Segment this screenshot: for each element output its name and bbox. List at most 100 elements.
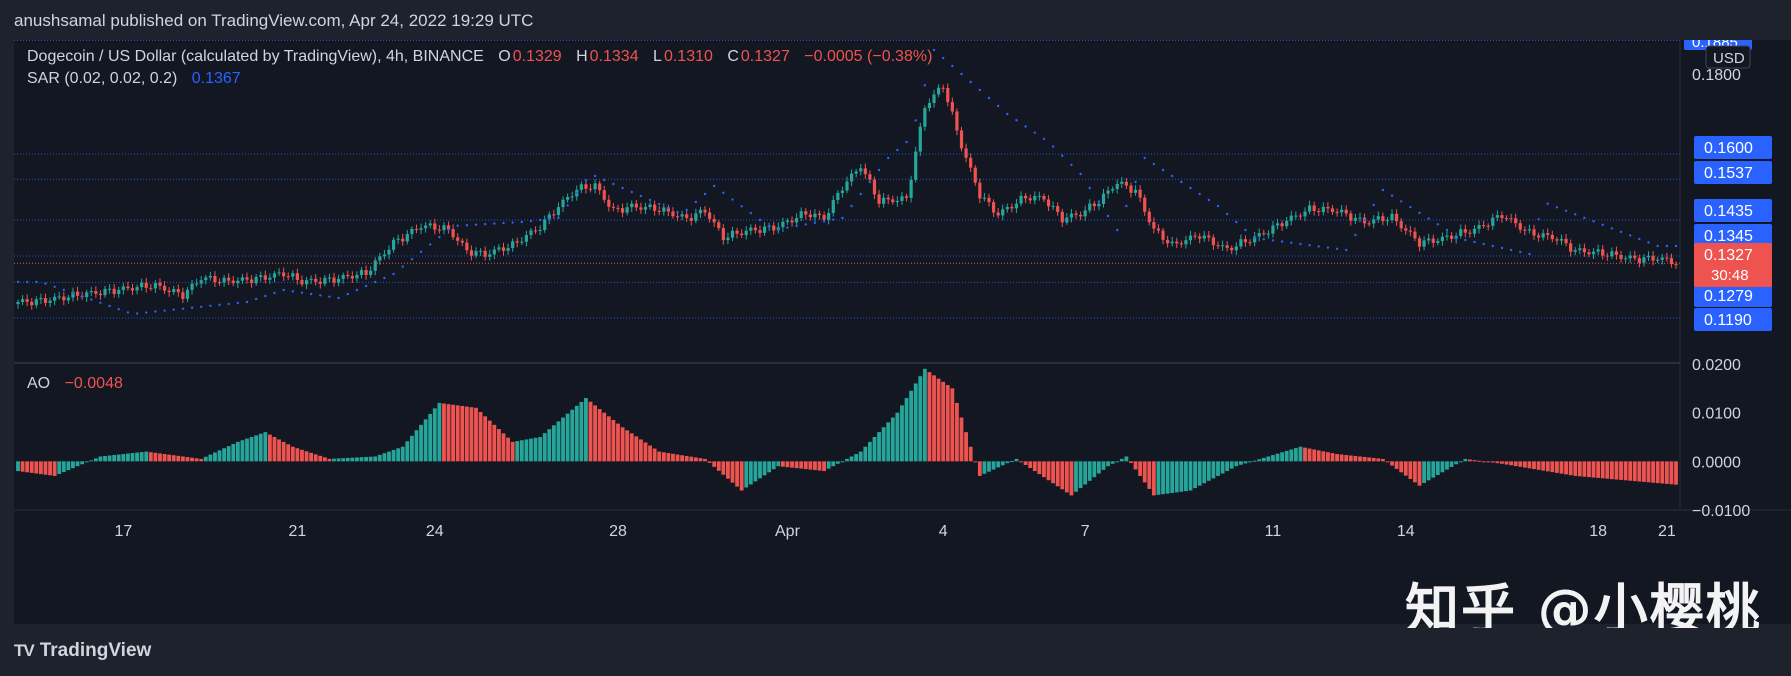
candle-body[interactable] [1179,243,1183,245]
ao-bar[interactable] [107,455,112,462]
candle-body[interactable] [680,214,684,217]
ao-bar[interactable] [1623,461,1628,481]
ao-bar[interactable] [71,461,75,469]
ao-bar[interactable] [1495,461,1500,464]
ao-bar[interactable] [396,448,401,462]
candle-body[interactable] [1060,211,1064,223]
ao-bar[interactable] [1660,461,1665,484]
ao-bar[interactable] [684,455,689,462]
candle-body[interactable] [121,286,125,290]
candle-body[interactable] [854,171,858,174]
ao-bar[interactable] [1271,455,1275,462]
candle-body[interactable] [1436,241,1440,243]
ao-bar[interactable] [689,456,694,462]
candle-body[interactable] [1266,233,1270,235]
ao-bar[interactable] [973,461,978,463]
ao-bar[interactable] [332,458,336,462]
candle-body[interactable] [433,223,437,230]
ao-bar[interactable] [1564,461,1568,475]
candle-body[interactable] [804,211,808,215]
candle-body[interactable] [758,230,762,233]
candle-body[interactable] [451,229,455,238]
candle-body[interactable] [1651,255,1655,261]
ao-bar[interactable] [327,458,332,462]
ao-bar[interactable] [538,437,543,462]
candle-body[interactable] [1198,236,1202,239]
ao-bar[interactable] [1609,461,1614,480]
tradingview-brand[interactable]: TV TradingView [14,640,151,662]
ao-bar[interactable] [1115,461,1120,463]
ao-bar[interactable] [675,454,680,462]
candle-body[interactable] [625,207,629,213]
candle-body[interactable] [1468,232,1472,234]
ao-bar[interactable] [208,454,213,462]
ao-bar[interactable] [785,461,790,468]
candle-body[interactable] [927,103,932,109]
ao-bar[interactable] [932,375,936,462]
ao-bar[interactable] [318,455,323,462]
candle-body[interactable] [1101,193,1106,204]
candle-body[interactable] [579,184,583,190]
candle-body[interactable] [891,199,895,203]
ao-bar[interactable] [1170,461,1175,493]
candle-body[interactable] [1523,229,1527,231]
ao-bar[interactable] [281,441,286,462]
candle-body[interactable] [886,197,890,200]
candle-body[interactable] [1211,237,1216,246]
candle-body[interactable] [410,228,414,235]
candle-body[interactable] [529,230,533,236]
ao-bar[interactable] [1413,461,1417,483]
candle-body[interactable] [1129,185,1133,193]
candle-body[interactable] [1239,239,1243,247]
candle-body[interactable] [1628,255,1632,259]
candle-body[interactable] [937,87,941,95]
candle-body[interactable] [1234,246,1238,251]
ao-bar[interactable] [1600,461,1605,479]
ao-bar[interactable] [483,416,488,462]
candle-body[interactable] [703,209,707,213]
candle-body[interactable] [401,238,405,242]
ao-bar[interactable] [377,454,382,462]
ao-bar[interactable] [918,376,923,462]
candle-body[interactable] [1042,195,1046,200]
candle-body[interactable] [1065,217,1069,223]
ao-bar[interactable] [762,461,767,476]
currency-badge[interactable] [1705,45,1751,69]
candle-body[interactable] [112,288,116,294]
ao-bar[interactable] [1348,455,1353,462]
candle-body[interactable] [749,227,753,231]
ao-bar[interactable] [364,456,368,462]
ao-bar[interactable] [1147,461,1152,489]
candle-body[interactable] [543,219,547,230]
ao-bar[interactable] [991,461,996,470]
candle-body[interactable] [236,280,240,284]
ao-bar[interactable] [112,455,117,462]
candle-body[interactable] [1262,233,1266,235]
ao-bar[interactable] [382,453,387,462]
ao-bar[interactable] [1289,449,1294,462]
candle-body[interactable] [222,277,226,283]
ao-bar[interactable] [955,402,959,462]
candle-body[interactable] [213,275,217,283]
ao-bar[interactable] [574,405,579,462]
ao-bar[interactable] [478,412,483,462]
candle-body[interactable] [1624,258,1628,260]
candle-body[interactable] [1207,235,1211,238]
ao-bar[interactable] [1248,461,1252,463]
candle-body[interactable] [1637,258,1641,263]
ao-bar[interactable] [671,453,675,462]
ao-bar[interactable] [240,440,245,462]
ao-bar[interactable] [1330,453,1335,462]
ao-bar[interactable] [968,446,973,462]
ao-bar[interactable] [235,441,240,462]
candle-body[interactable] [1271,225,1275,234]
candle-body[interactable] [172,289,176,293]
candle-body[interactable] [1069,213,1074,218]
ao-bar[interactable] [1087,461,1092,481]
ao-bar[interactable] [693,457,698,462]
candle-body[interactable] [1477,225,1481,229]
candle-body[interactable] [1569,243,1573,252]
candle-body[interactable] [904,196,909,198]
candle-body[interactable] [1546,233,1550,235]
candle-body[interactable] [282,272,286,277]
